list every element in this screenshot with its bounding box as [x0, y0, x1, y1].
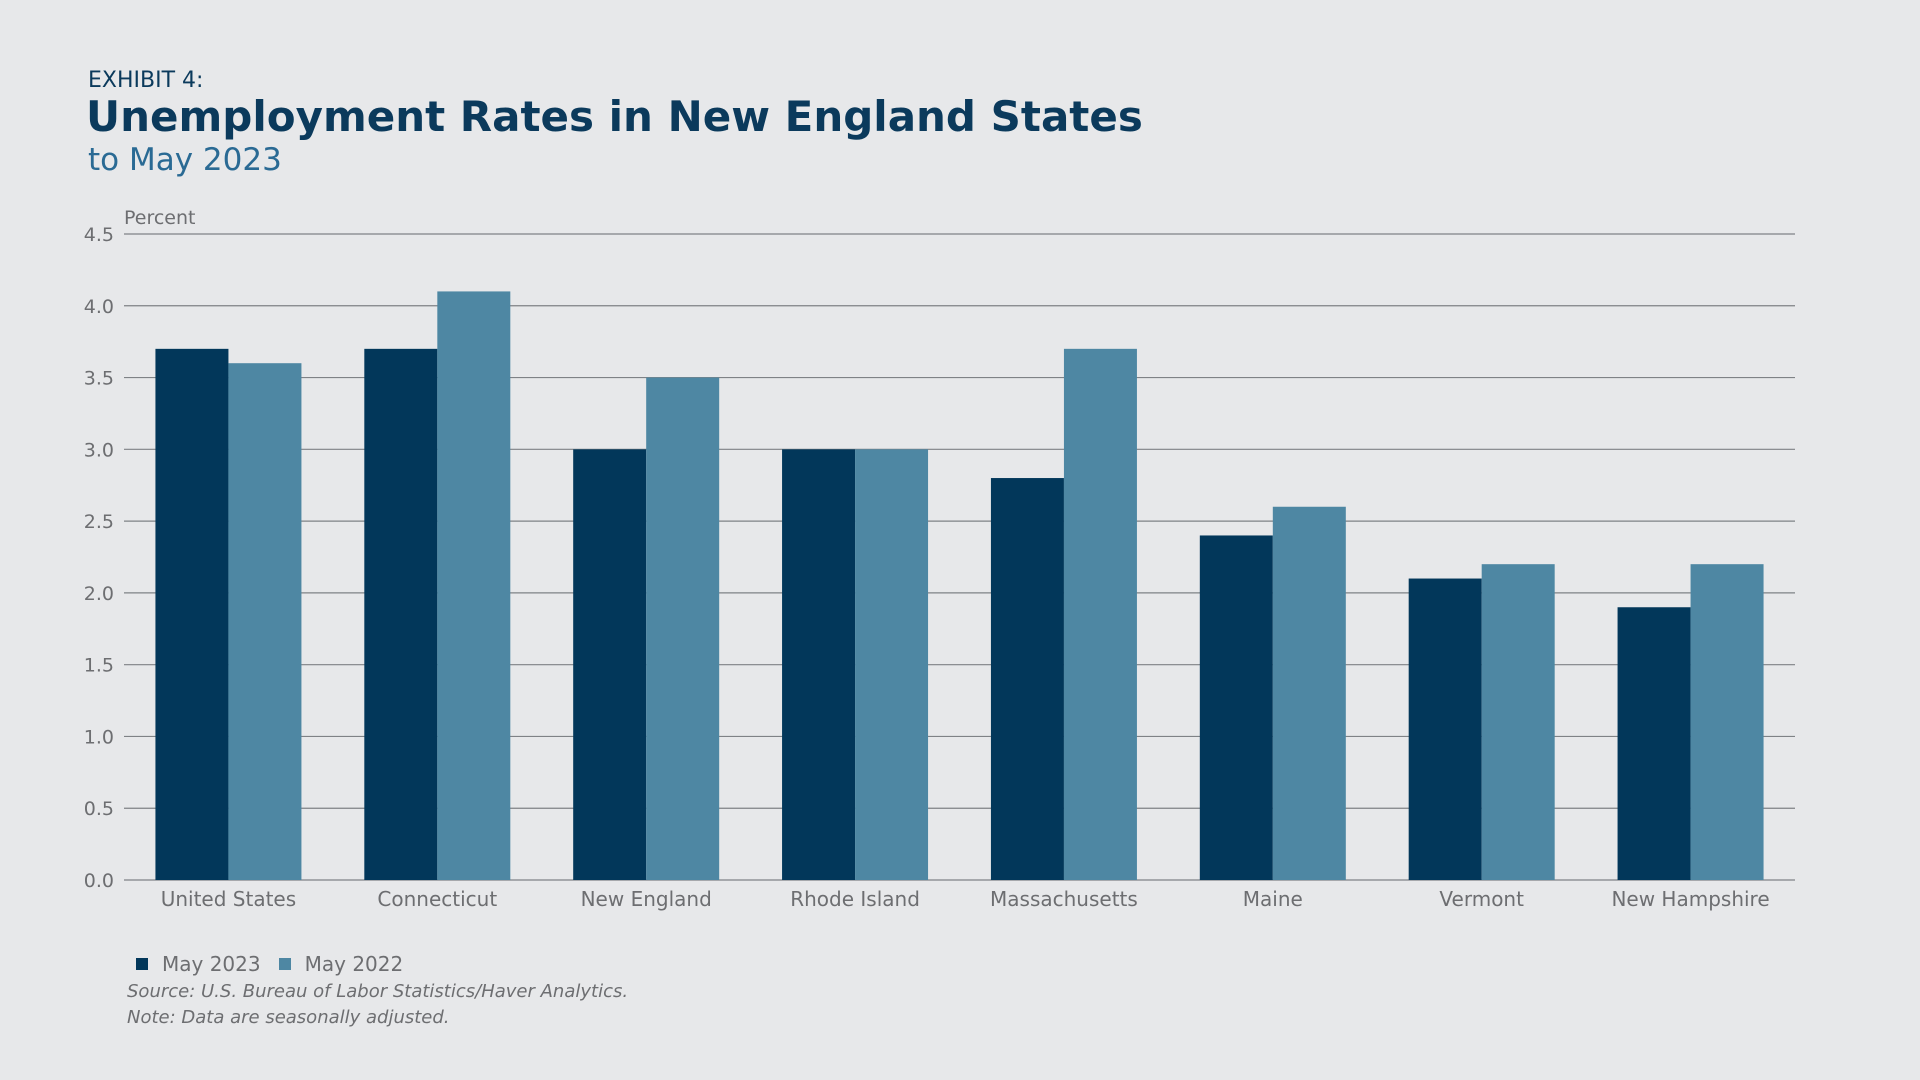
bar-may-2023 — [1408, 578, 1482, 880]
bar-may-2023 — [364, 348, 438, 880]
y-tick-label: 1.0 — [84, 726, 114, 748]
adjustment-note: Note: Data are seasonally adjusted. — [127, 1007, 450, 1028]
legend-label-may-2022: May 2022 — [304, 952, 404, 976]
bars — [155, 291, 1764, 880]
bar-may-2022 — [1272, 506, 1346, 880]
y-tick-label: 1.5 — [84, 655, 114, 677]
bar-may-2022 — [1690, 564, 1764, 880]
y-tick-label: 2.5 — [84, 511, 114, 533]
legend-label-may-2023: May 2023 — [162, 952, 261, 976]
source-note: Source: U.S. Bureau of Labor Statistics/… — [127, 981, 629, 1002]
legend: May 2023 May 2022 — [136, 952, 421, 976]
bar-may-2023 — [782, 449, 856, 880]
x-tick-label: Vermont — [1439, 887, 1524, 911]
bar-may-2022 — [855, 449, 929, 880]
bar-may-2022 — [228, 363, 302, 880]
x-tick-label: Connecticut — [377, 887, 497, 911]
y-tick-label: 2.0 — [84, 583, 114, 605]
bar-may-2023 — [990, 478, 1064, 880]
exhibit-label: EXHIBIT 4: — [88, 68, 204, 93]
x-tick-label: Rhode Island — [790, 887, 920, 911]
bar-may-2023 — [155, 348, 229, 880]
bar-may-2022 — [1063, 348, 1137, 880]
y-tick-label: 0.0 — [84, 870, 114, 892]
axes: 0.0 0.5 1.0 1.5 2.0 2.5 3.0 3.5 4.0 4.5 Percent Uni… — [84, 207, 1770, 911]
x-tick-label: New England — [581, 887, 712, 911]
y-tick-label: 4.5 — [84, 224, 114, 246]
y-tick-label: 3.0 — [84, 439, 114, 461]
legend-item-may-2023: May 2023 — [136, 952, 261, 976]
bar-may-2023 — [1199, 535, 1273, 880]
x-tick-label: United States — [161, 887, 296, 911]
bar-may-2022 — [1481, 564, 1555, 880]
y-tick-label: 0.5 — [84, 798, 114, 820]
legend-swatch-may-2023 — [136, 958, 148, 970]
y-axis-unit-label: Percent — [124, 207, 196, 229]
legend-swatch-may-2022 — [278, 958, 291, 970]
x-tick-label: Massachusetts — [990, 887, 1138, 911]
x-tick-label: Maine — [1243, 887, 1303, 911]
bar-may-2022 — [437, 291, 511, 880]
chart-subtitle: to May 2023 — [88, 142, 282, 178]
bar-may-2023 — [1617, 607, 1691, 880]
chart-title: Unemployment Rates in New England States — [86, 92, 1143, 141]
y-tick-label: 3.5 — [84, 368, 114, 390]
x-tick-label: New Hampshire — [1611, 887, 1769, 911]
legend-item-may-2022: May 2022 — [278, 952, 404, 976]
bar-may-2022 — [646, 377, 720, 880]
bar-may-2023 — [573, 449, 647, 880]
y-tick-label: 4.0 — [84, 296, 114, 318]
